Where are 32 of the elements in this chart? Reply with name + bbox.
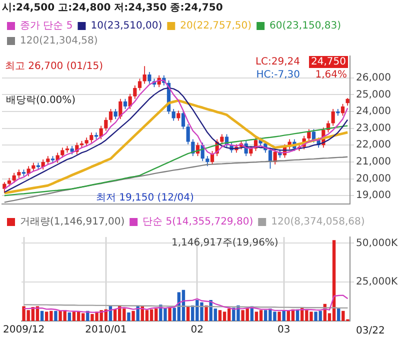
legend-label: 단순 5(14,355,729,80) [142,216,254,228]
y-tick-label: 26,000 [356,72,391,84]
y-tick-label: 24,000 [356,106,391,118]
annotation: 1,64% [315,70,347,81]
annotation: 배당락(0.00%) [6,94,76,106]
chart-title: 시:24,500 고:24,800 저:24,350 종:24,750 [2,2,223,14]
annotation: 24,750 [311,56,346,68]
y-tick-label: 19,000 [356,190,391,202]
legend-label: 10(23,510,00) [90,20,162,32]
x-tick-label: 02 [190,324,204,336]
annotation: HC:-7,30 [256,70,300,81]
y-tick-label: 23,000 [356,122,391,134]
y-tick-label: 25,000K [356,276,398,288]
annotation: LC:29,24 [255,56,300,68]
x-tick-label: 2010/01 [85,324,127,336]
y-tick-label: 22,000 [356,140,391,151]
y-tick-label: 21,000 [356,156,391,168]
text: 03/22 [356,326,385,337]
legend-label: 120(8,374,058,68) [271,216,365,228]
legend-label: 20(22,757,50) [180,20,252,32]
y-tick-label: 50,000K [356,238,398,249]
y-tick-label: 25,000 [356,89,391,100]
legend-label: 거래량(1,146,917,00) [20,216,125,228]
annotation: 1,146,917주(19,96%) [172,238,278,249]
annotation: 최고 26,700 (01/15) [5,60,104,72]
annotation: 최저 19,150 (12/04) [96,192,194,204]
x-tick-label: 03 [277,324,290,336]
y-tick-label: 20,000 [356,173,391,184]
legend-label: 60(23,150,83) [270,20,342,32]
x-tick-label: 2009/12 [3,324,45,336]
legend-label: 종가 단순 5 [20,20,73,32]
legend-label: 120(21,304,58) [20,36,98,47]
